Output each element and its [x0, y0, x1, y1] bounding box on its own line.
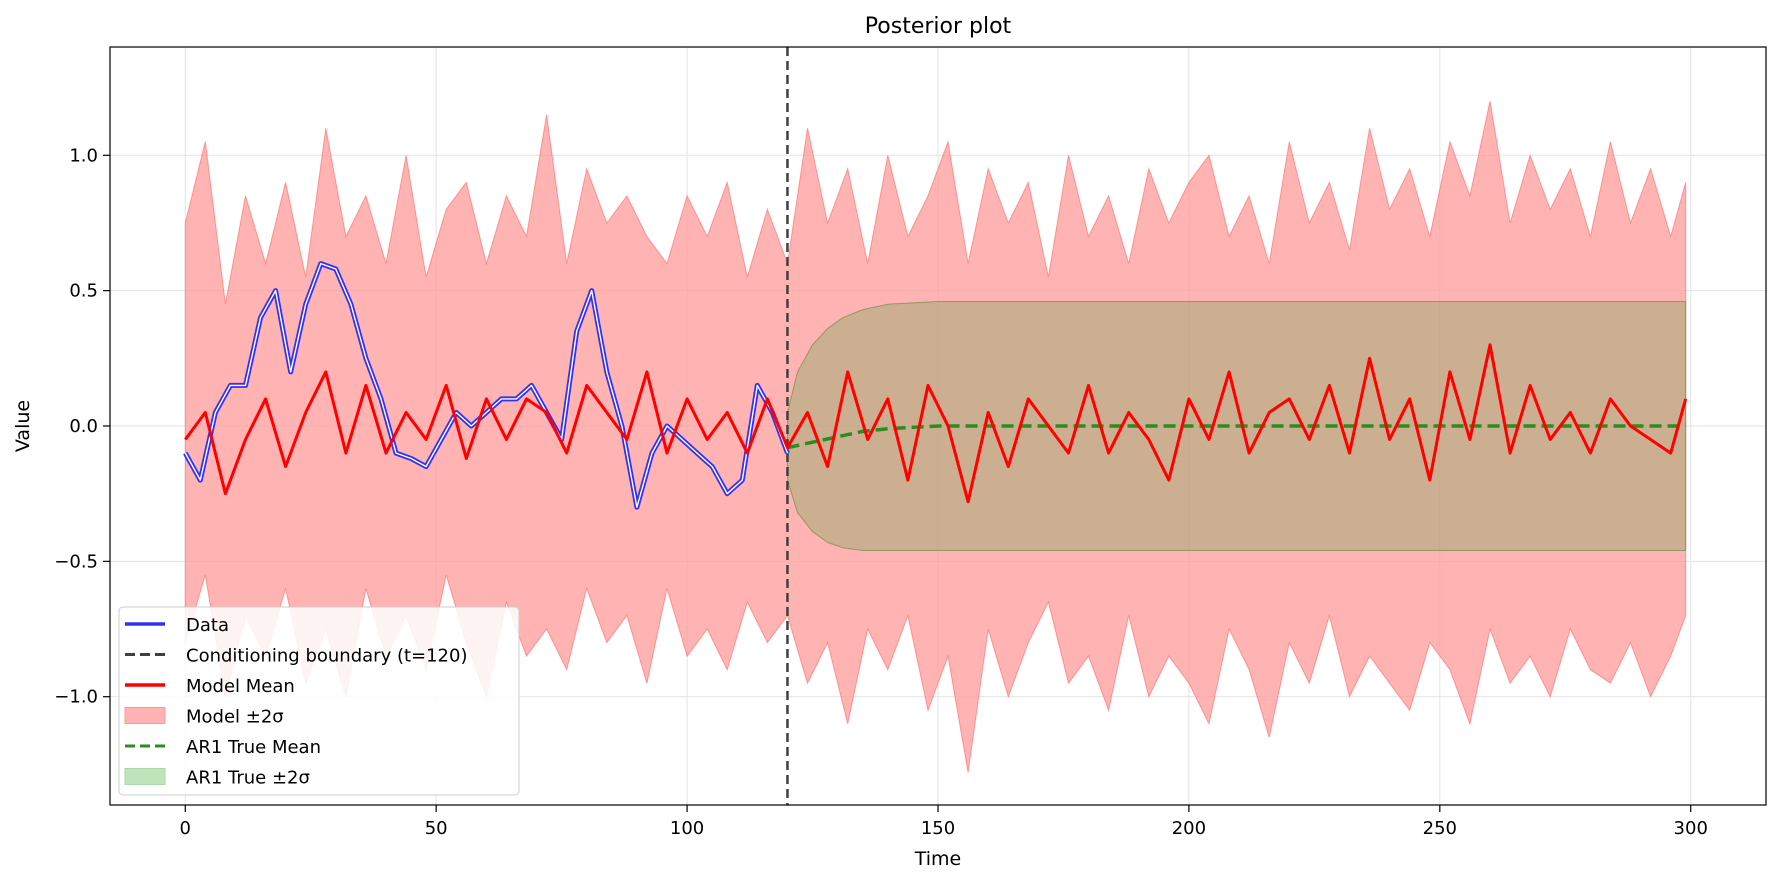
plot-marks — [183, 47, 1688, 805]
y-axis-label: Value — [12, 400, 34, 452]
y-tick-label: 0.5 — [69, 281, 98, 302]
y-tick-label: 0.0 — [69, 416, 98, 437]
legend-label: Data — [186, 615, 229, 636]
x-tick-label: 150 — [921, 818, 955, 839]
x-tick-label: 250 — [1423, 818, 1457, 839]
legend-swatch-patch — [124, 707, 166, 724]
x-tick-label: 200 — [1172, 818, 1206, 839]
legend-box — [118, 606, 520, 796]
legend-label: Model Mean — [186, 676, 295, 697]
legend-label: Conditioning boundary (t=120) — [186, 646, 467, 667]
x-axis: 0 50 100 150 200 250 300 — [180, 805, 1708, 839]
legend-label: AR1 True Mean — [186, 737, 321, 758]
legend-swatch-patch — [124, 768, 166, 785]
y-tick-label: −1.0 — [54, 687, 98, 708]
y-axis: −1.0 −0.5 0.0 0.5 1.0 — [54, 145, 110, 708]
legend-label: Model ±2σ — [186, 707, 284, 728]
x-tick-label: 100 — [670, 818, 704, 839]
x-tick-label: 0 — [180, 818, 191, 839]
legend-label: AR1 True ±2σ — [186, 768, 310, 789]
x-axis-label: Time — [914, 848, 962, 870]
y-tick-label: −0.5 — [54, 551, 98, 572]
legend: Data Conditioning boundary (t=120) Model M… — [118, 606, 520, 796]
model-mean-line — [184, 343, 1688, 504]
y-tick-label: 1.0 — [69, 145, 98, 166]
model-band-area — [184, 100, 1687, 773]
chart-title: Posterior plot — [865, 14, 1012, 39]
x-tick-label: 300 — [1674, 818, 1708, 839]
data-line-core — [184, 262, 789, 508]
x-tick-label: 50 — [425, 818, 448, 839]
